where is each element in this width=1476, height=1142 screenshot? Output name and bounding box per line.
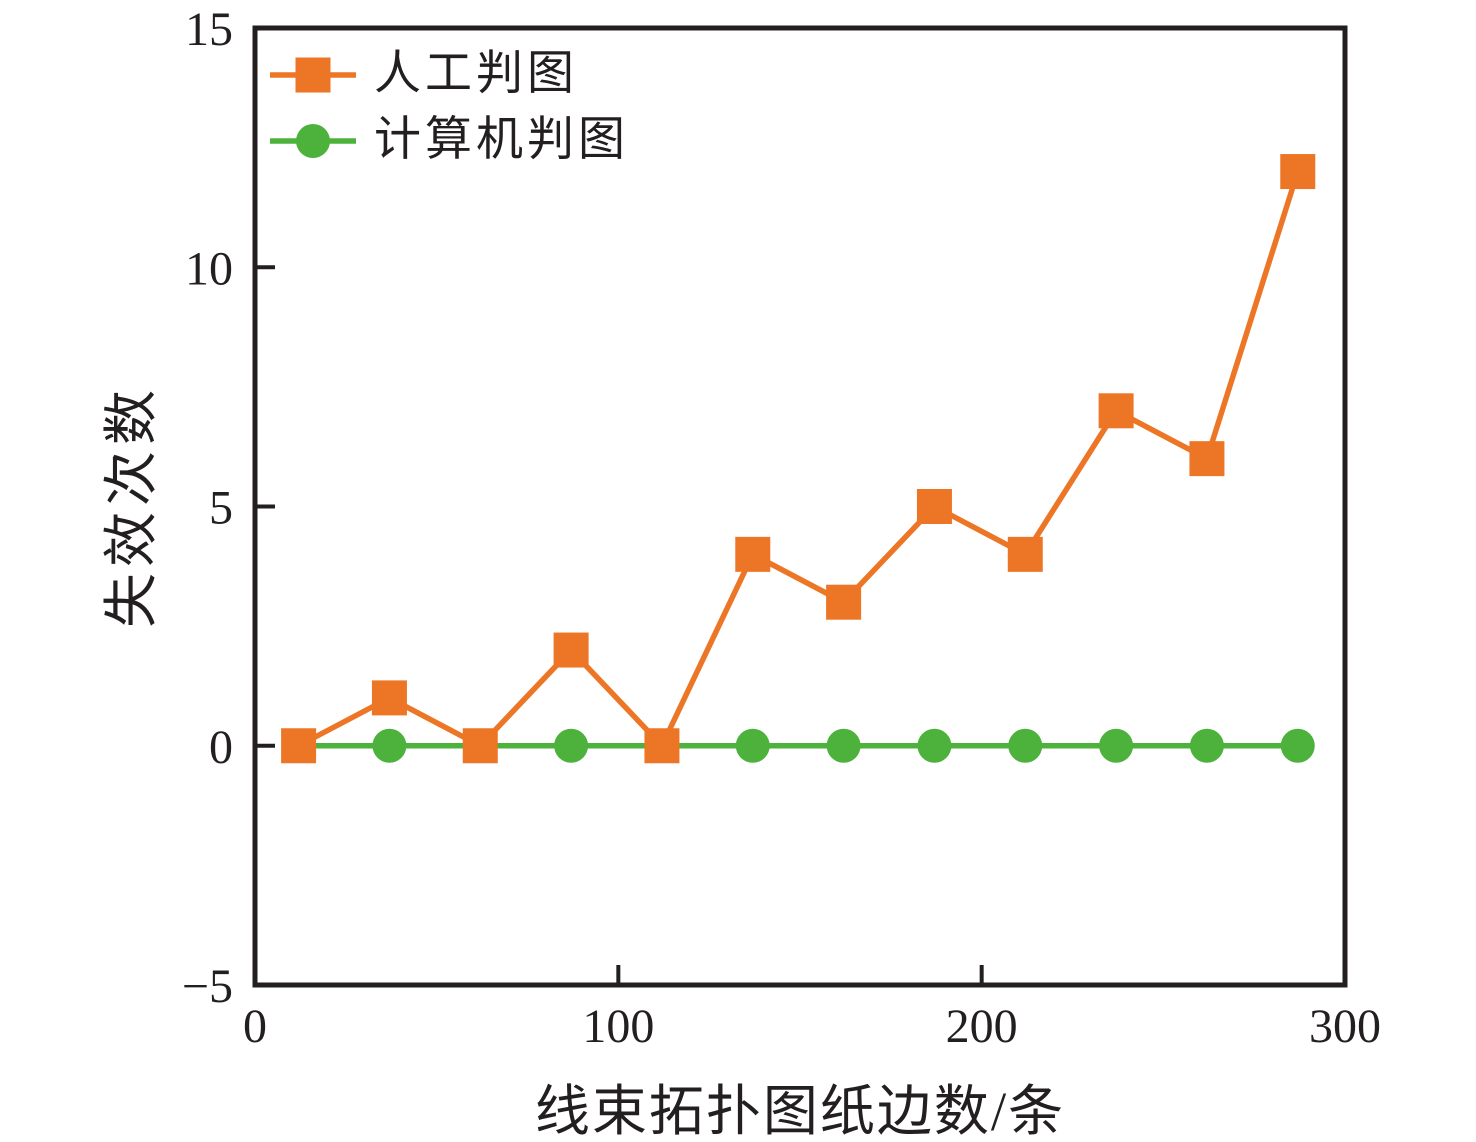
data-marker-square-manual <box>644 728 680 764</box>
x-tick-label: 300 <box>1309 1000 1381 1053</box>
data-marker-square-manual <box>1007 536 1043 572</box>
legend-label-manual: 人工判图 <box>374 48 578 100</box>
legend-swatch-square-icon <box>270 57 356 92</box>
data-marker-circle-computer <box>372 728 407 763</box>
x-tick-label: 100 <box>582 1000 654 1053</box>
y-tick-label: −5 <box>182 960 233 1013</box>
y-tick-label: 10 <box>185 242 233 295</box>
data-marker-circle-computer <box>554 728 589 763</box>
y-axis-title: 失效次数 <box>101 383 162 629</box>
data-marker-circle-computer <box>1099 728 1134 763</box>
legend-marker-circle-computer <box>296 123 330 158</box>
data-marker-circle-computer <box>826 728 861 763</box>
data-marker-circle-computer <box>735 728 770 763</box>
y-tick-label: 5 <box>209 482 233 535</box>
x-axis-title: 线束拓扑图纸边数/条 <box>534 1081 1066 1142</box>
data-marker-square-manual <box>826 584 862 620</box>
data-marker-square-manual <box>916 489 952 524</box>
data-marker-square-manual <box>735 536 771 572</box>
legend-label-computer: 计算机判图 <box>374 114 629 166</box>
y-tick-label: 0 <box>209 721 233 774</box>
data-marker-square-manual <box>1280 154 1316 190</box>
data-marker-circle-computer <box>917 728 952 763</box>
data-marker-square-manual <box>462 728 498 764</box>
plot-frame <box>252 25 1348 988</box>
x-tick-label: 200 <box>946 1000 1018 1053</box>
y-tick-label: 15 <box>185 3 233 56</box>
legend-item-manual: 人工判图 <box>268 48 629 101</box>
series-line-manual <box>297 170 1301 751</box>
legend-item-computer: 计算机判图 <box>268 114 629 167</box>
data-marker-square-manual <box>281 728 317 764</box>
legend: 人工判图 计算机判图 <box>268 48 629 167</box>
data-marker-circle-computer <box>1008 728 1043 763</box>
x-tick-label: 0 <box>243 1000 267 1053</box>
data-marker-circle-computer <box>1189 728 1224 763</box>
data-marker-square-manual <box>1098 393 1134 429</box>
legend-marker-square-manual <box>295 57 331 92</box>
legend-swatch-circle-icon <box>270 123 356 158</box>
data-marker-circle-computer <box>1280 728 1315 763</box>
data-marker-square-manual <box>371 680 407 716</box>
data-marker-square-manual <box>553 632 589 668</box>
data-marker-square-manual <box>1189 441 1225 477</box>
